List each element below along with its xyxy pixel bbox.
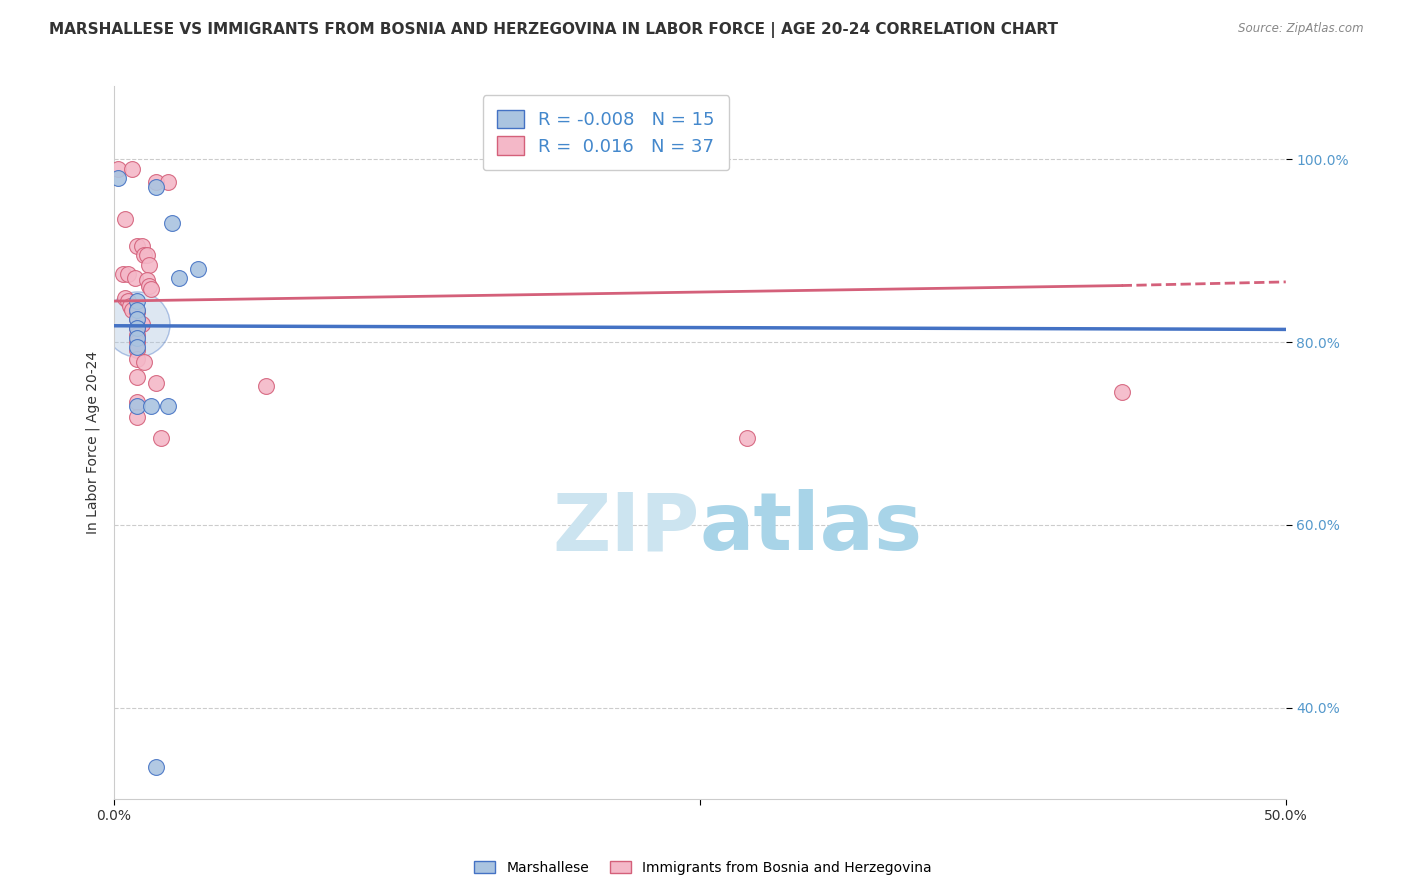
Text: atlas: atlas — [700, 489, 922, 567]
Point — [156, 175, 179, 189]
Point — [162, 216, 184, 230]
Point — [127, 305, 149, 319]
Point — [156, 399, 179, 413]
Point — [127, 321, 149, 335]
Point — [121, 161, 143, 176]
Point — [145, 760, 167, 774]
Point — [114, 211, 136, 226]
Point — [127, 370, 149, 384]
Point — [1111, 385, 1133, 400]
Text: ZIP: ZIP — [553, 489, 700, 567]
Point — [169, 271, 191, 285]
Point — [187, 262, 209, 277]
Point — [121, 303, 143, 318]
Point — [134, 248, 156, 262]
Point — [127, 340, 149, 354]
Point — [735, 431, 758, 445]
Point — [127, 399, 149, 413]
Point — [127, 331, 149, 345]
Point — [141, 399, 163, 413]
Text: MARSHALLESE VS IMMIGRANTS FROM BOSNIA AND HERZEGOVINA IN LABOR FORCE | AGE 20-24: MARSHALLESE VS IMMIGRANTS FROM BOSNIA AN… — [49, 22, 1059, 38]
Point — [127, 303, 149, 318]
Point — [135, 248, 157, 262]
Point — [127, 343, 149, 357]
Point — [145, 376, 167, 391]
Point — [135, 273, 157, 287]
Point — [127, 312, 149, 326]
Point — [127, 294, 149, 309]
Point — [134, 355, 156, 369]
Legend: Marshallese, Immigrants from Bosnia and Herzegovina: Marshallese, Immigrants from Bosnia and … — [468, 855, 938, 880]
Y-axis label: In Labor Force | Age 20-24: In Labor Force | Age 20-24 — [86, 351, 100, 534]
Point — [149, 431, 172, 445]
Point — [127, 317, 149, 331]
Point — [127, 239, 149, 253]
Point — [127, 327, 149, 342]
Point — [145, 175, 167, 189]
Point — [127, 410, 149, 425]
Point — [127, 312, 149, 326]
Point — [127, 394, 149, 409]
Point — [107, 170, 129, 185]
Text: Source: ZipAtlas.com: Source: ZipAtlas.com — [1239, 22, 1364, 36]
Point — [127, 351, 149, 366]
Point — [107, 161, 129, 176]
Point — [124, 271, 146, 285]
Point — [141, 282, 163, 296]
Point — [114, 291, 136, 305]
Point — [120, 299, 142, 313]
Point — [117, 267, 139, 281]
Point — [145, 179, 167, 194]
Point — [127, 335, 149, 350]
Point — [131, 317, 153, 331]
Point — [138, 278, 160, 293]
Point — [254, 379, 277, 393]
Point — [112, 267, 135, 281]
Point — [131, 239, 153, 253]
Legend: R = -0.008   N = 15, R =  0.016   N = 37: R = -0.008 N = 15, R = 0.016 N = 37 — [482, 95, 730, 170]
Point — [138, 258, 160, 272]
Point — [117, 294, 139, 309]
Point — [127, 321, 149, 335]
